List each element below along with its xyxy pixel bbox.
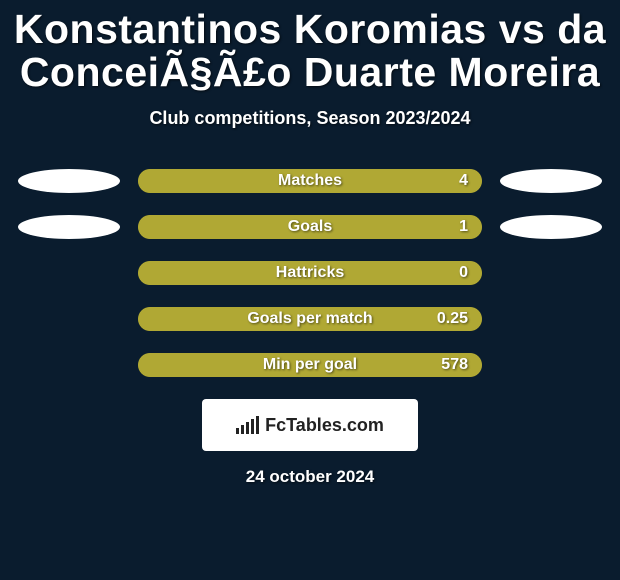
stat-row: Hattricks 0 [10,261,610,285]
context-subtitle: Club competitions, Season 2023/2024 [0,108,620,129]
stat-value-right: 4 [459,172,468,190]
branding-badge: FcTables.com [202,399,418,451]
stat-value-right: 0.25 [437,310,468,328]
stat-pill: Min per goal 578 [138,353,482,377]
player-right-oval [500,215,602,239]
stats-area: Matches 4 Goals 1 Hattricks 0 Goals per match 0… [0,169,620,377]
stat-pill: Goals per match 0.25 [138,307,482,331]
comparison-card: Konstantinos Koromias vs da ConceiÃ§Ã£o … [0,0,620,580]
stat-row: Goals 1 [10,215,610,239]
page-title: Konstantinos Koromias vs da ConceiÃ§Ã£o … [0,0,620,94]
stat-label: Hattricks [276,264,344,282]
stat-pill: Matches 4 [138,169,482,193]
stat-label: Goals per match [247,310,372,328]
stat-value-right: 0 [459,264,468,282]
bar-chart-icon [236,416,259,434]
footer-date: 24 october 2024 [0,467,620,487]
stat-row: Goals per match 0.25 [10,307,610,331]
stat-label: Min per goal [263,356,357,374]
stat-pill: Goals 1 [138,215,482,239]
stat-row: Matches 4 [10,169,610,193]
branding-text: FcTables.com [265,415,384,436]
player-left-oval [18,169,120,193]
stat-label: Goals [288,218,332,236]
stat-value-right: 578 [441,356,468,374]
stat-pill: Hattricks 0 [138,261,482,285]
stat-label: Matches [278,172,342,190]
player-right-oval [500,169,602,193]
player-left-oval [18,215,120,239]
stat-row: Min per goal 578 [10,353,610,377]
stat-value-right: 1 [459,218,468,236]
